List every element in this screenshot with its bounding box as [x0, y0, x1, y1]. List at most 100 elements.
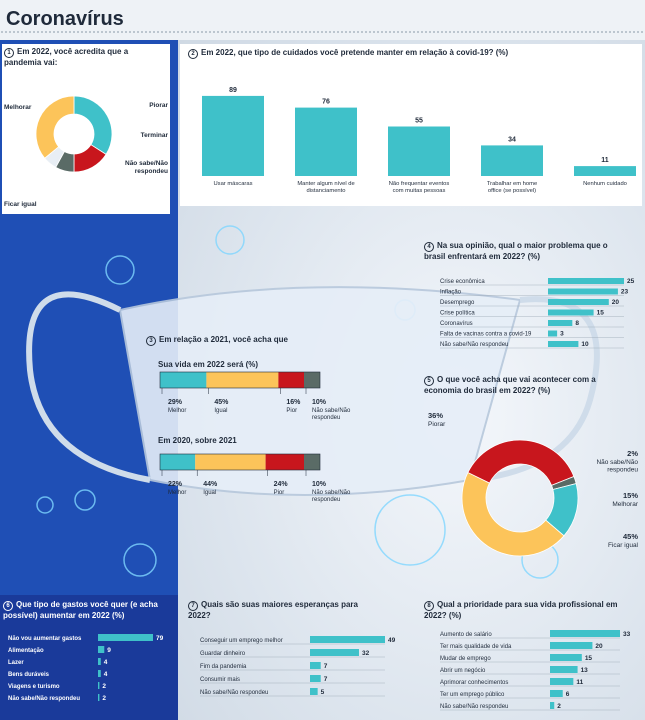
- q3-value-label: 16%: [286, 399, 301, 406]
- q4-bar: [548, 299, 609, 305]
- q2-number: 2: [188, 49, 198, 59]
- q8-value-label: 13: [581, 667, 589, 674]
- q2-value-label: 76: [322, 99, 330, 106]
- q8-bar: [550, 702, 555, 709]
- q3-segment: [195, 454, 266, 470]
- q3-category-label: respondeu: [312, 415, 340, 421]
- q7-bar: [310, 688, 318, 695]
- q6-category-label: Alimentação: [8, 648, 44, 654]
- q7-category-label: Fim da pandemia: [200, 664, 247, 670]
- q6-value-label: 2: [102, 695, 106, 702]
- q3-title: 3 Em relação a 2021, você acha que: [146, 335, 366, 346]
- q2-value-label: 89: [229, 87, 237, 94]
- q3-panel: 3 Em relação a 2021, você acha que Sua vi…: [142, 332, 372, 507]
- q7-title: 7 Quais são suas maiores esperanças para …: [188, 600, 358, 621]
- q3-value-label: 10%: [312, 481, 327, 488]
- q5-label: Ficar igual: [608, 542, 639, 549]
- q1-panel: 1 Em 2022, você acredita que a pandemia v…: [2, 44, 170, 214]
- q8-value-label: 20: [595, 643, 603, 650]
- q7-bar: [310, 636, 385, 643]
- q8-bar: [550, 666, 578, 673]
- q5-label: Piorar: [428, 421, 446, 428]
- q3-segment: [304, 454, 320, 470]
- q8-title-text: Qual a prioridade para sua vida profissi…: [424, 600, 618, 620]
- q4-bar: [548, 278, 624, 284]
- q6-bar: [98, 670, 101, 677]
- q6-panel: 6 Que tipo de gastos você quer (e acha po…: [0, 598, 178, 720]
- q4-category-label: Crise econômica: [440, 279, 485, 285]
- q3-segment: [160, 372, 207, 388]
- q8-value-label: 6: [566, 691, 570, 698]
- q6-bar: [98, 634, 153, 641]
- q5-label: Não sabe/Não: [596, 459, 638, 466]
- q2-bar: [574, 166, 636, 176]
- q1-label: Ficar igual: [4, 201, 37, 208]
- q7-value-label: 5: [321, 689, 325, 696]
- q4-value-label: 20: [612, 299, 620, 306]
- q3-segment: [265, 454, 304, 470]
- q3-bar-outline: [159, 371, 321, 389]
- q6-category-label: Viagens e turismo: [8, 684, 60, 690]
- q8-panel: 8 Qual a prioridade para sua vida profiss…: [420, 598, 642, 720]
- q4-value-label: 10: [581, 341, 589, 348]
- q2-value-label: 55: [415, 118, 423, 125]
- q3-value-label: 22%: [168, 481, 183, 488]
- q1-label: Terminar: [141, 132, 169, 139]
- q5-number: 5: [424, 376, 434, 386]
- q7-bar: [310, 662, 321, 669]
- q4-bar: [548, 341, 579, 347]
- q1-donut: Melhorar Piorar Terminar Não sabe/Nãorespon…: [4, 95, 169, 208]
- q8-number: 8: [424, 601, 434, 611]
- q6-category-label: Bens duráveis: [8, 672, 50, 678]
- q2-category-label: Manter algum nível de: [297, 181, 354, 187]
- q3-segment: [160, 454, 196, 470]
- q3-title-text: Em relação a 2021, você acha que: [159, 335, 288, 344]
- q1-label: Melhorar: [4, 104, 32, 111]
- q4-category-label: Inflação: [440, 290, 462, 296]
- q3-category-label: Pior: [274, 490, 285, 496]
- q6-bar: [98, 658, 101, 665]
- q5-value-label: 2%: [627, 449, 638, 458]
- q8-bar: [550, 630, 620, 637]
- q2-category-label: Usar máscaras: [214, 181, 253, 187]
- q7-chart: Conseguir um emprego melhor 49 Guardar din…: [200, 636, 396, 697]
- q8-bar: [550, 678, 574, 685]
- q4-value-label: 8: [575, 320, 579, 327]
- q7-value-label: 49: [388, 637, 396, 644]
- q4-category-label: Não sabe/Não respondeu: [440, 342, 508, 348]
- q2-bar: [295, 107, 357, 176]
- q6-value-label: 4: [104, 671, 108, 678]
- q7-value-label: 32: [362, 650, 370, 657]
- mask-icon: [118, 286, 522, 496]
- q2-category-label: Nenhum cuidado: [583, 181, 627, 187]
- q4-bar: [548, 330, 558, 337]
- q5-label: Melhorar: [612, 501, 638, 508]
- q2-value-label: 34: [508, 136, 516, 143]
- q4-category-label: Crise política: [440, 311, 475, 317]
- q3-segment: [206, 372, 279, 388]
- q4-bar: [548, 288, 618, 295]
- q5-slice: [461, 472, 565, 557]
- q8-value-label: 33: [623, 631, 631, 638]
- q6-title: 6 Que tipo de gastos você quer (e acha po…: [3, 600, 175, 621]
- q8-chart: Aumento de salário 33 Ter mais qualidade d…: [440, 630, 631, 711]
- q4-panel: 4 Na sua opinião, qual o maior problema q…: [420, 238, 642, 356]
- q3-subtitle-1: Sua vida em 2022 será (%): [158, 360, 259, 369]
- q5-value-label: 45%: [623, 532, 638, 541]
- q4-value-label: 23: [621, 289, 629, 296]
- q8-category-label: Mudar de emprego: [440, 656, 491, 662]
- q5-value-label: 36%: [428, 411, 443, 420]
- q8-value-label: 2: [557, 703, 561, 710]
- q3-number: 3: [146, 336, 156, 346]
- q3-bar-outline: [159, 453, 321, 471]
- q6-category-label: Não sabe/Não respondeu: [8, 696, 80, 702]
- q6-bar: [98, 682, 100, 689]
- q3-category-label: Igual: [214, 408, 227, 414]
- q7-category-label: Guardar dinheiro: [200, 651, 246, 657]
- q4-value-label: 15: [597, 310, 605, 317]
- q1-label: Piorar: [149, 102, 168, 109]
- q7-bar: [310, 675, 321, 682]
- q7-category-label: Consumir mais: [200, 677, 240, 683]
- q4-bar: [548, 320, 573, 326]
